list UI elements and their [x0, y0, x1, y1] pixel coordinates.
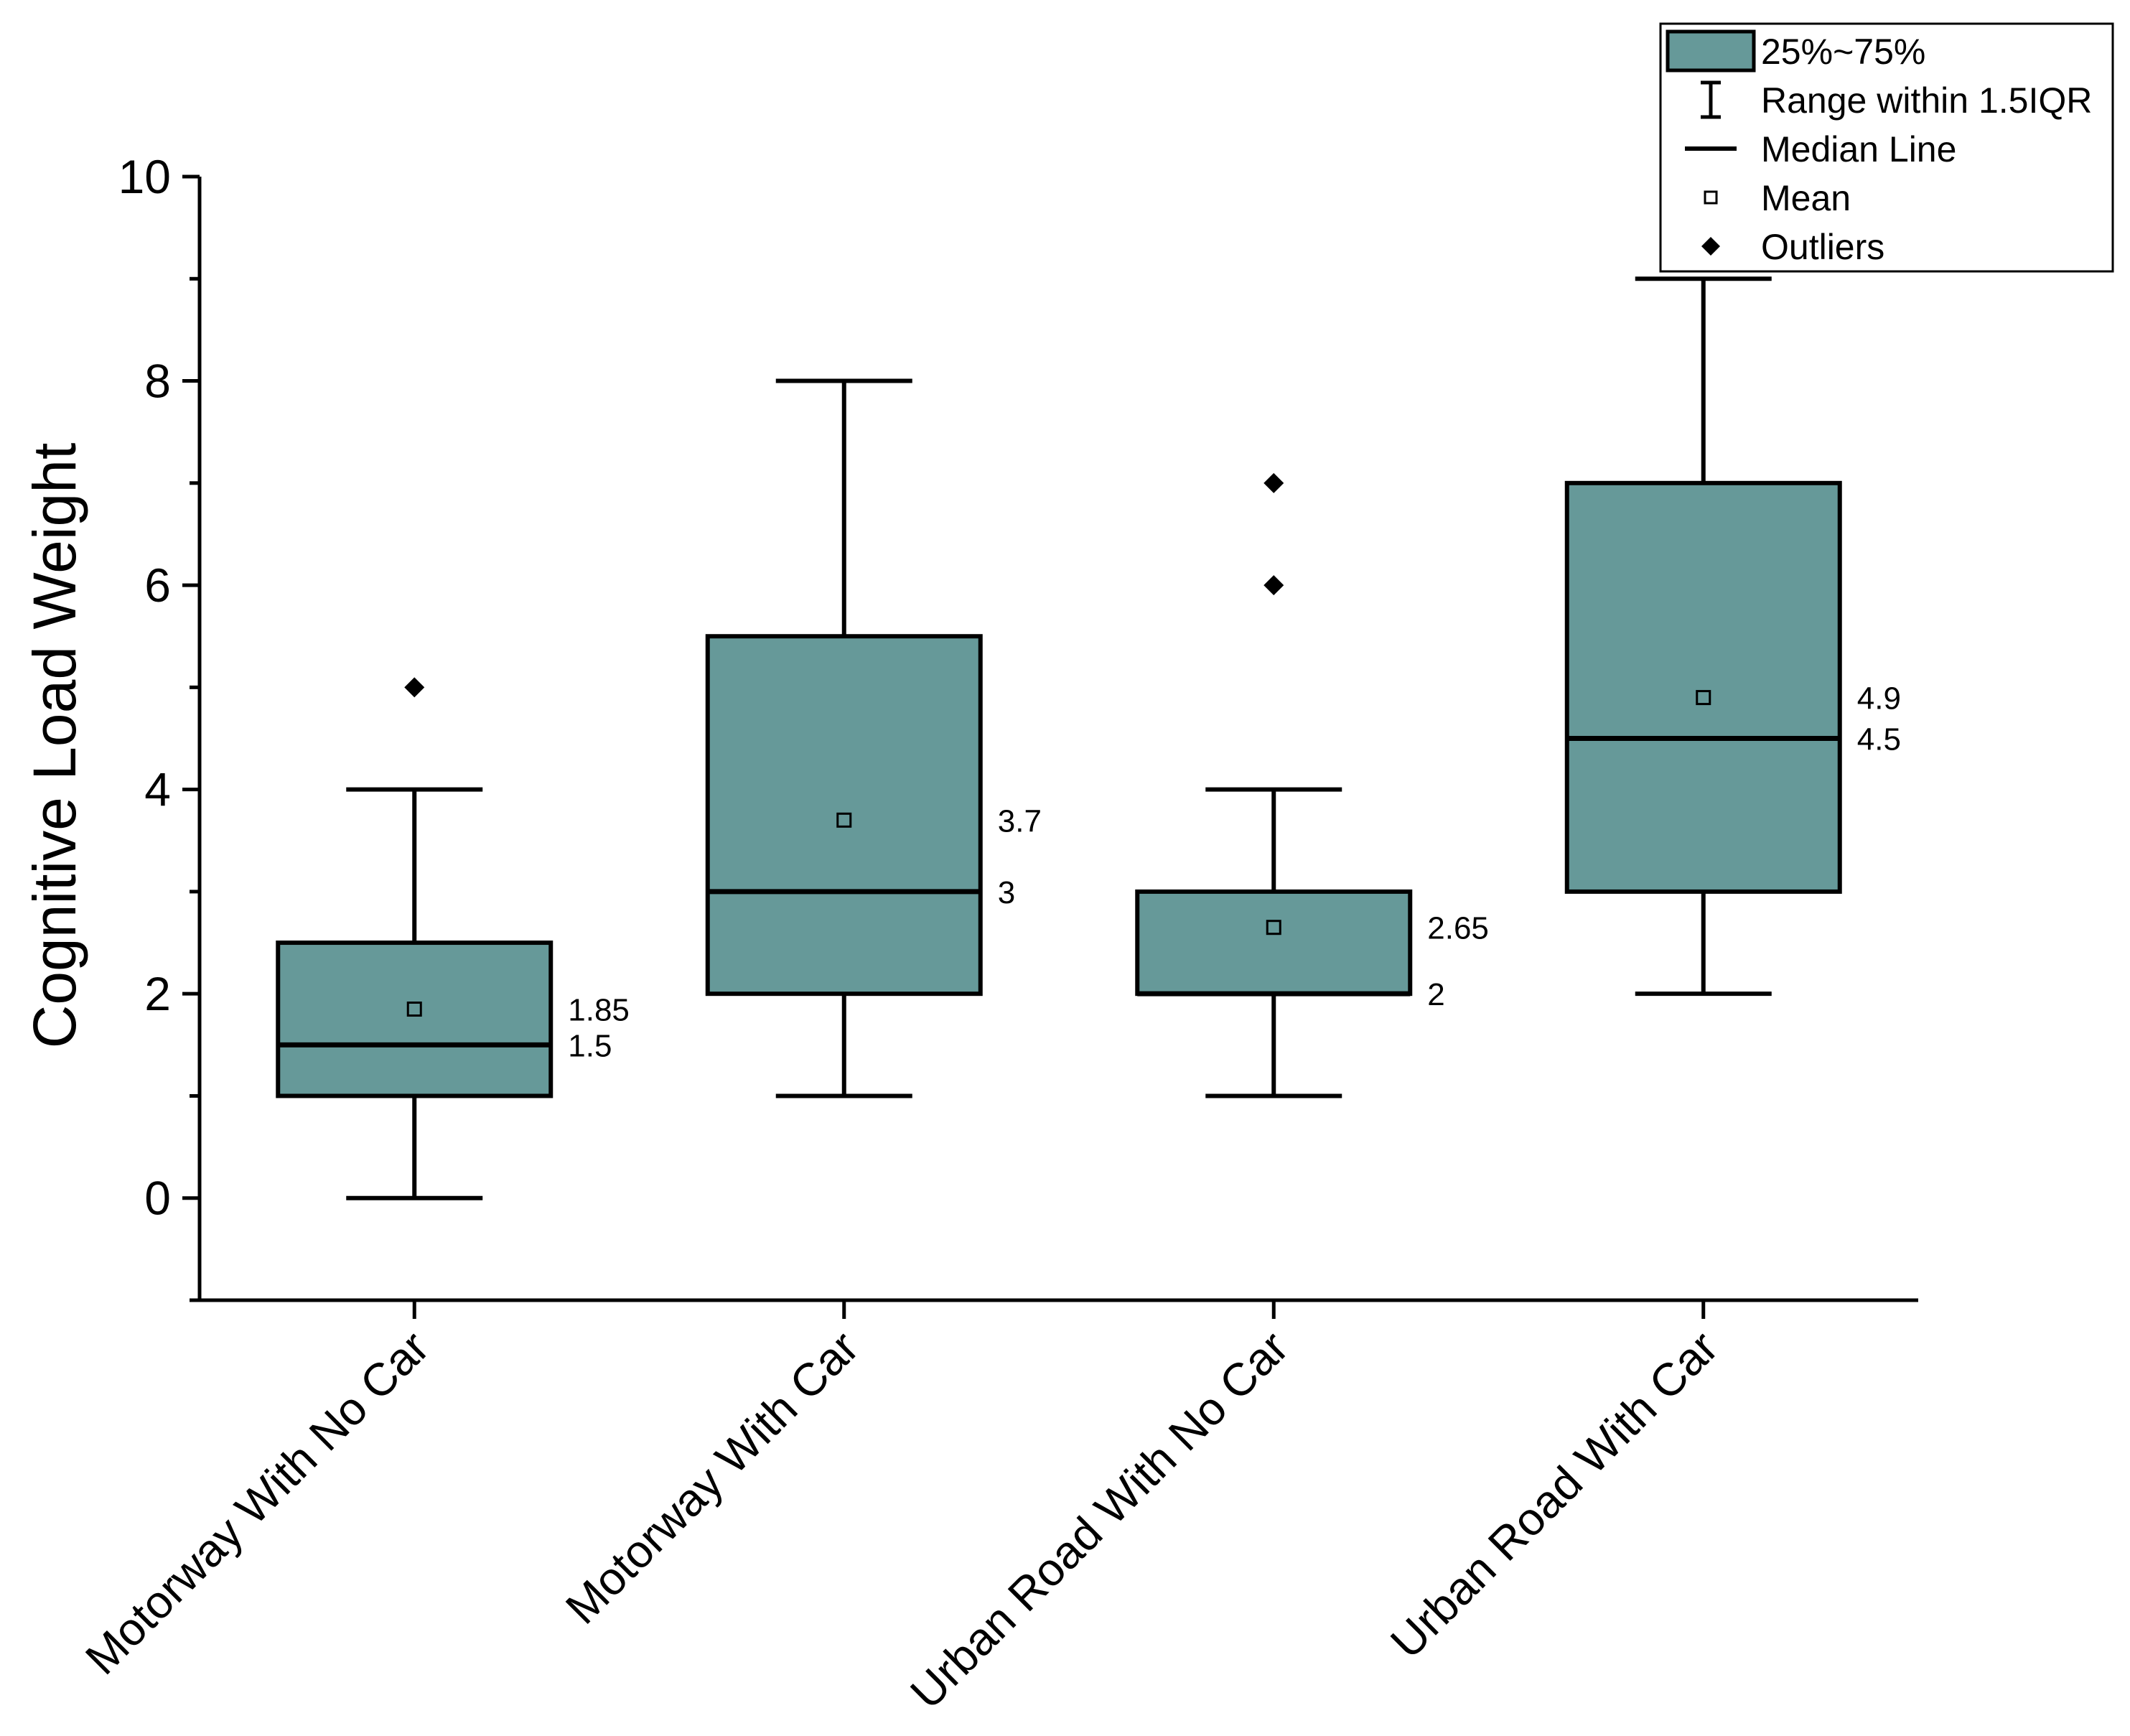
- iqr-box: [705, 634, 983, 997]
- y-tick-label: 8: [144, 355, 171, 408]
- mean-marker: [406, 1002, 422, 1017]
- legend-mean-icon: [1704, 190, 1718, 205]
- box-group: 3.73: [705, 378, 1042, 1098]
- y-axis-label: Cognitive Load Weight: [21, 443, 88, 1049]
- legend-item-outlier: Outliers: [1701, 227, 1884, 267]
- y-tick-label: 10: [118, 150, 171, 203]
- median-value-label: 1.5: [568, 1028, 612, 1063]
- mean-marker: [1266, 920, 1281, 935]
- mean-value-label: 3.7: [998, 803, 1042, 839]
- median-value-label: 2: [1427, 977, 1444, 1012]
- y-tick-label: 0: [144, 1172, 171, 1225]
- legend-label: Outliers: [1761, 227, 1884, 267]
- median-value-label: 3: [998, 875, 1015, 910]
- legend-item-range: Range within 1.5IQR: [1701, 80, 2092, 121]
- box-group: 4.94.5: [1564, 276, 1901, 997]
- outlier-marker: [1263, 472, 1284, 493]
- legend-label: Median Line: [1761, 129, 1956, 169]
- mean-marker: [1696, 690, 1711, 706]
- iqr-box: [1564, 480, 1842, 894]
- mean-value-label: 4.9: [1857, 681, 1901, 717]
- outlier-marker: [404, 677, 425, 698]
- outlier-marker: [1263, 575, 1284, 596]
- y-tick-label: 2: [144, 967, 171, 1020]
- mean-value-label: 2.65: [1427, 911, 1489, 946]
- iqr-box: [1135, 889, 1413, 997]
- legend-outlier-icon: [1701, 237, 1720, 256]
- median-value-label: 4.5: [1857, 722, 1901, 757]
- legend: 25%~75% Range within 1.5IQR Median Line Mea…: [1659, 22, 2114, 273]
- legend-item-box: 25%~75%: [1666, 29, 1925, 73]
- mean-marker: [836, 812, 852, 828]
- legend-item-median: Median Line: [1685, 129, 1956, 169]
- legend-item-mean: Mean: [1704, 178, 1851, 218]
- legend-label: Mean: [1761, 178, 1851, 218]
- iqr-box: [276, 941, 553, 1098]
- x-tick-label: Urban Road With No Car: [900, 1321, 1298, 1719]
- mean-value-label: 1.85: [568, 993, 630, 1028]
- x-tick-label: Motorway With No Car: [75, 1321, 439, 1684]
- x-tick-label: Motorway With Car: [556, 1321, 869, 1634]
- y-tick-label: 6: [144, 559, 171, 612]
- x-tick-label: Urban Road With Car: [1381, 1321, 1728, 1669]
- legend-box-swatch: [1666, 29, 1756, 73]
- box-group: 2.65 2: [1135, 472, 1489, 1098]
- legend-label: 25%~75%: [1761, 32, 1925, 72]
- box-group: 1.851.5: [276, 677, 630, 1200]
- y-tick-label: 4: [144, 763, 171, 816]
- legend-label: Range within 1.5IQR: [1761, 80, 2092, 121]
